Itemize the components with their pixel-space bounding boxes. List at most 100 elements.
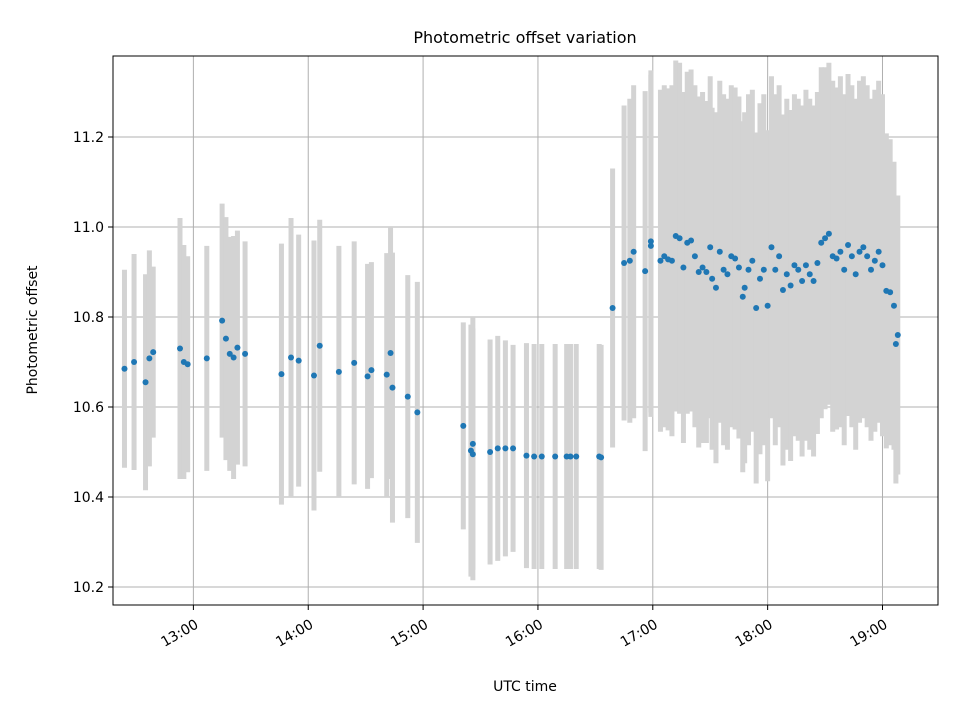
data-point bbox=[894, 332, 901, 338]
data-point bbox=[825, 230, 832, 237]
data-point bbox=[871, 257, 878, 264]
data-point bbox=[621, 260, 628, 266]
data-point bbox=[822, 235, 829, 242]
data-point bbox=[772, 266, 779, 273]
data-point bbox=[552, 453, 559, 460]
data-point bbox=[676, 235, 683, 242]
data-point bbox=[745, 266, 752, 273]
data-point bbox=[856, 248, 863, 255]
data-point bbox=[626, 257, 633, 264]
y-tick-label: 10.8 bbox=[73, 310, 104, 326]
data-point bbox=[764, 302, 771, 309]
data-point bbox=[806, 271, 813, 278]
data-point bbox=[469, 451, 476, 458]
data-point bbox=[567, 453, 574, 460]
data-point bbox=[184, 361, 191, 368]
y-tick-label: 10.6 bbox=[73, 400, 104, 416]
data-point bbox=[335, 368, 342, 375]
data-point bbox=[131, 359, 138, 365]
data-point bbox=[753, 305, 760, 311]
data-point bbox=[531, 453, 538, 460]
data-point bbox=[368, 367, 375, 374]
data-point bbox=[203, 355, 210, 362]
data-point bbox=[791, 262, 798, 269]
data-point bbox=[573, 453, 580, 460]
data-point bbox=[864, 253, 871, 260]
data-point bbox=[703, 269, 710, 275]
data-point bbox=[707, 244, 714, 251]
data-point bbox=[756, 275, 763, 282]
data-point bbox=[887, 289, 894, 296]
data-point bbox=[802, 262, 809, 269]
data-point bbox=[226, 350, 233, 357]
data-point bbox=[668, 257, 675, 264]
plot-frame bbox=[112, 55, 939, 606]
y-axis-label: Photometric offset bbox=[25, 265, 41, 395]
data-point bbox=[121, 365, 128, 372]
data-point bbox=[720, 266, 727, 273]
data-point bbox=[691, 253, 698, 260]
data-point bbox=[868, 266, 875, 273]
data-point bbox=[295, 357, 302, 364]
data-point bbox=[739, 293, 746, 300]
data-point bbox=[487, 449, 494, 455]
data-point bbox=[460, 422, 467, 429]
data-point bbox=[469, 440, 476, 447]
data-point bbox=[749, 257, 756, 264]
data-point bbox=[598, 454, 605, 461]
data-point bbox=[783, 271, 790, 278]
data-point bbox=[799, 278, 806, 284]
data-point bbox=[387, 350, 394, 356]
data-point bbox=[502, 445, 509, 452]
data-point bbox=[288, 354, 295, 361]
y-tick-label: 10.4 bbox=[73, 490, 104, 506]
data-point bbox=[848, 253, 855, 260]
data-point bbox=[735, 264, 742, 271]
data-points bbox=[121, 230, 901, 461]
data-point bbox=[647, 242, 654, 249]
y-axis-ticks: 10.2 10.4 10.6 10.8 11.0 11.2 bbox=[73, 130, 113, 596]
data-point bbox=[741, 284, 748, 291]
data-point bbox=[404, 393, 411, 400]
data-point bbox=[712, 284, 719, 291]
data-point bbox=[795, 266, 802, 273]
data-point bbox=[523, 452, 530, 459]
data-point bbox=[776, 253, 783, 260]
chart-title: Photometric offset variation bbox=[413, 28, 636, 47]
data-point bbox=[642, 268, 649, 275]
data-point bbox=[351, 359, 358, 366]
data-point bbox=[814, 260, 821, 266]
data-point bbox=[310, 372, 317, 379]
data-point bbox=[724, 271, 731, 278]
data-point bbox=[818, 239, 825, 246]
data-point bbox=[860, 244, 867, 251]
data-point bbox=[389, 384, 396, 391]
data-point bbox=[680, 264, 687, 271]
data-point bbox=[176, 345, 183, 352]
x-axis-label: UTC time bbox=[493, 679, 557, 695]
data-point bbox=[234, 344, 241, 351]
data-point bbox=[414, 409, 421, 416]
data-point bbox=[657, 257, 664, 264]
data-point bbox=[709, 275, 716, 282]
data-point bbox=[688, 237, 695, 244]
data-point bbox=[779, 287, 786, 293]
data-point bbox=[852, 271, 859, 278]
data-point bbox=[892, 341, 899, 347]
data-point bbox=[230, 354, 237, 361]
data-point bbox=[810, 278, 817, 284]
data-point bbox=[538, 453, 545, 460]
data-point bbox=[316, 342, 323, 349]
data-point bbox=[768, 244, 775, 251]
data-point bbox=[875, 248, 882, 255]
data-point bbox=[146, 355, 153, 362]
data-point bbox=[609, 305, 616, 311]
data-point bbox=[732, 255, 739, 262]
data-point bbox=[630, 248, 637, 255]
data-point bbox=[695, 269, 702, 275]
data-point bbox=[242, 350, 249, 357]
data-point bbox=[833, 255, 840, 262]
data-point bbox=[494, 445, 501, 452]
y-tick-label: 11.2 bbox=[73, 130, 104, 146]
